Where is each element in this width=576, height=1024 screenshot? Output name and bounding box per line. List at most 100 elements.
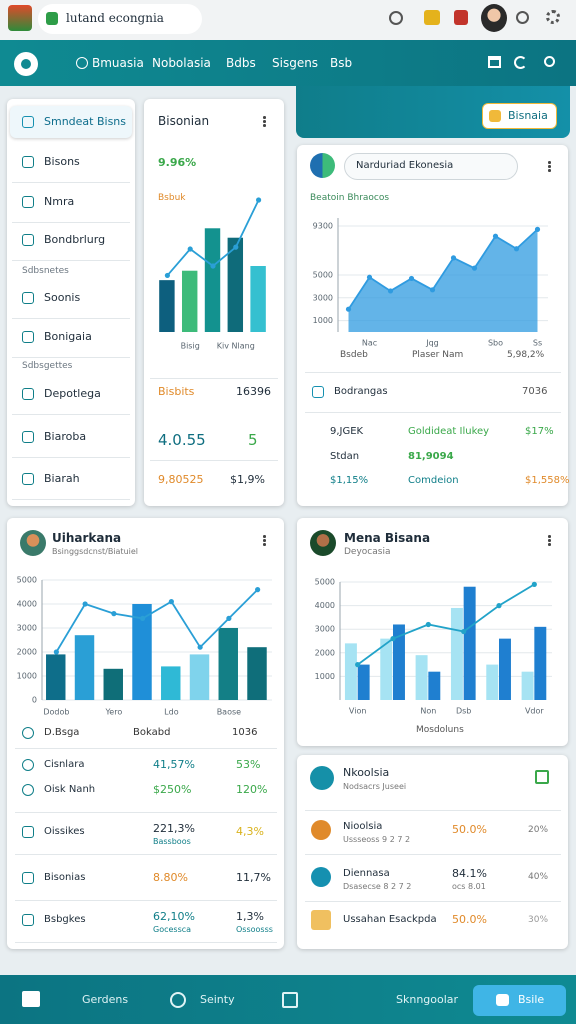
nav-item[interactable]: Bdbs [226,56,256,70]
divider [12,318,130,319]
lock-icon [46,12,58,25]
bar [218,628,238,700]
row-note: Ossoosss [236,925,273,934]
bar [247,647,267,700]
divider [12,357,130,358]
primary-button[interactable] [473,985,566,1016]
marker [531,581,537,587]
nav-item[interactable]: Bsb [330,56,353,70]
sidebar-heading: Sdbsgettes [22,361,73,371]
help-icon[interactable] [516,11,529,24]
action-label: Bisnaia [508,109,548,122]
row-value: 221,3% [153,822,195,835]
bar [499,638,511,700]
reload-icon[interactable] [389,11,403,25]
settings-icon[interactable] [546,10,560,24]
sidebar-item[interactable]: Smndeat Bisns [44,115,127,128]
marker [187,246,193,252]
row-label: Ussahan Esackpda [343,914,437,925]
ext-icon[interactable] [424,10,440,25]
row-value: 8.80% [153,871,188,884]
tab-icon[interactable] [282,992,298,1008]
row-value: 11,7% [236,871,271,884]
marker [256,197,262,203]
logo-core [21,59,31,69]
kebab-dot [548,169,551,172]
ext-icon[interactable] [454,10,468,25]
row-label: Cisnlara [44,759,85,770]
row-label: Oisk Nanh [44,784,96,795]
kebab-dot [263,124,266,127]
sidebar-item[interactable]: Biarah [44,472,80,485]
sidebar-heading: Sdbsnetes [22,266,69,276]
row-value: 30% [528,915,549,925]
icon [22,826,34,838]
nav-tab[interactable]: Seinty [200,993,235,1006]
home-icon[interactable] [488,56,501,68]
line [55,588,259,653]
marker [366,274,373,280]
chart: Bisig Kiv Nlang [159,197,266,351]
sidebar-item[interactable]: Depotlega [44,387,101,400]
row-value: 41,57% [153,758,195,771]
sidebar-item[interactable]: Bondbrlurg [44,233,106,246]
row-value: 120% [236,783,268,796]
sidebar-item[interactable]: Bisons [44,155,80,168]
nav-item[interactable]: Nobolasia [152,56,211,70]
row-icon [311,820,331,840]
kebab-dot [548,161,551,164]
row-label: Bsbgkes [44,914,86,925]
nav-item[interactable]: Sisgens [272,56,319,70]
x-tick-label: Ss [533,339,542,348]
icon [22,872,34,884]
row-value: $250% [153,783,192,796]
row-note: Ussseoss 9 2 7 2 [343,835,411,844]
section-value[interactable]: 7036 [522,386,548,397]
table-cell: 81,9094 [408,451,454,462]
refresh-icon[interactable] [514,56,527,69]
marker [390,636,396,642]
list-card [297,755,568,949]
row-value: 40% [528,872,549,882]
row-note: Dsasecse 8 2 7 2 [343,882,412,891]
nav-tab[interactable]: Gerdens [82,993,129,1006]
tab-icon[interactable] [170,992,186,1008]
x-tick-label: Nac [362,339,377,348]
sidebar-item[interactable]: Biaroba [44,430,87,443]
row-icon [311,867,331,887]
dropdown[interactable] [344,153,518,180]
icon [22,116,34,128]
avatar[interactable] [481,4,507,32]
address-bar[interactable] [38,4,202,34]
sidebar-item[interactable]: Bonigaia [44,330,92,343]
row-note: Gocessca [153,925,192,934]
badge-icon [535,770,549,784]
y-tick-label: 2000 [17,648,37,657]
nav-bar [0,40,576,86]
tab-icon [8,5,32,31]
home-icon[interactable] [22,991,40,1007]
sidebar-item[interactable]: Nmra [44,195,75,208]
y-tick-label: 5000 [17,576,37,585]
icon [22,156,34,168]
bar [450,607,463,700]
kebab-dot [548,539,551,542]
chart-label: Bsbuk [158,193,186,203]
bar [415,655,428,700]
nav-item[interactable]: Bmuasia [92,56,144,70]
icon [22,759,34,771]
change: 9.96% [158,156,197,169]
divider [305,901,561,902]
search-icon[interactable] [544,56,555,67]
bar [428,671,441,700]
nav-tab[interactable]: Sknngoolar [396,993,459,1006]
divider [15,812,277,813]
y-tick-label: 3000 [315,625,335,634]
bar [46,654,66,700]
stat: Bisbits [158,385,195,398]
line [357,583,535,666]
list-icon [310,766,334,790]
sidebar-item[interactable]: Soonis [44,291,81,304]
stat: 4.0.55 [158,431,206,449]
x-tick-label: Ldo [164,708,179,717]
